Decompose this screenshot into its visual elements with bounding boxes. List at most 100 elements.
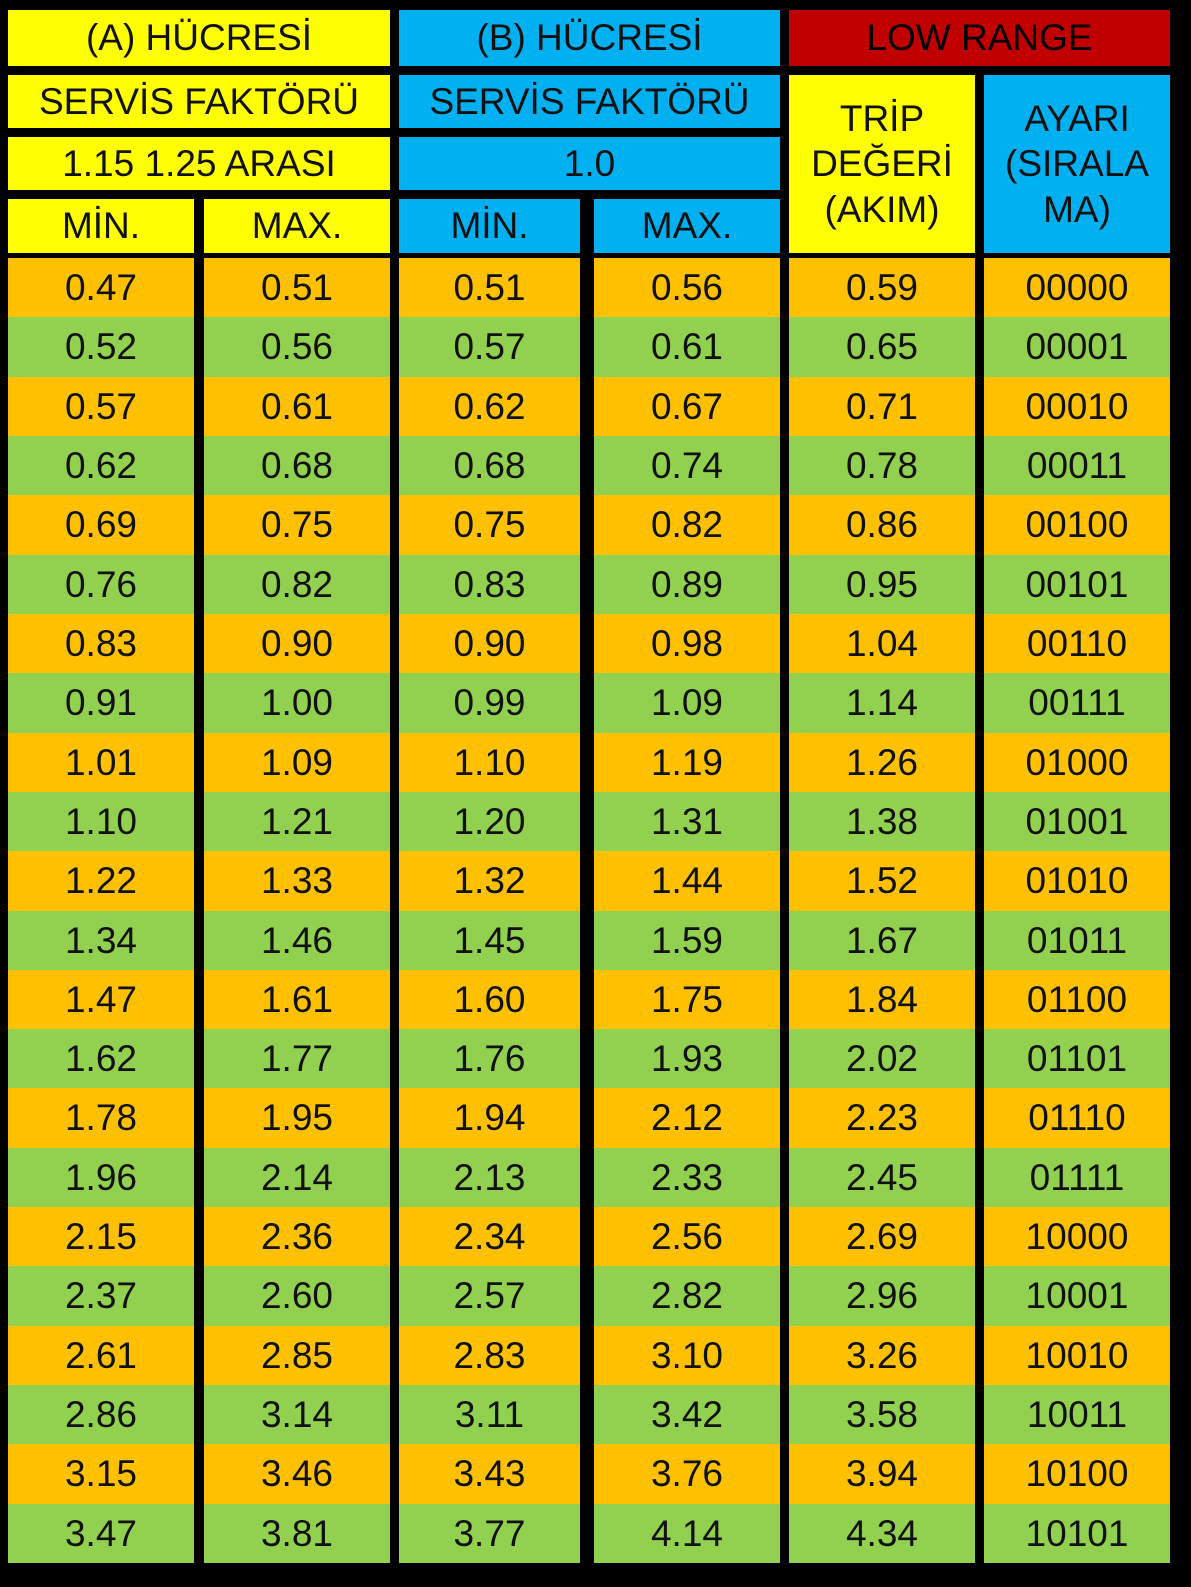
cell-b-max-value: 1.93 xyxy=(594,1029,780,1088)
cell-a-min-value: 0.57 xyxy=(8,377,194,436)
cell-a-max-value: 1.95 xyxy=(204,1088,390,1148)
trip-value-value: 3.26 xyxy=(789,1326,975,1385)
cell-b-min-value: 1.76 xyxy=(399,1029,580,1088)
cell-b-service-factor-label: SERVİS FAKTÖRÜ xyxy=(399,75,780,128)
cell-b-max-value: 4.14 xyxy=(594,1504,780,1563)
cell-a-service-factor-label: SERVİS FAKTÖRÜ xyxy=(8,75,390,128)
cell-a-min-value: 1.78 xyxy=(8,1088,194,1148)
cell-a-min-value: 1.01 xyxy=(8,733,194,792)
cell-a-max-value: 1.33 xyxy=(204,851,390,911)
cell-b-max-value: 2.33 xyxy=(594,1148,780,1207)
cell-b-max-value: 1.59 xyxy=(594,911,780,970)
setting-code-value: 00101 xyxy=(984,555,1170,614)
cell-b-max-header: MAX. xyxy=(594,199,780,253)
cell-b-min-value: 1.32 xyxy=(399,851,580,911)
cell-a-min-value: 0.76 xyxy=(8,555,194,614)
trip-value-value: 1.52 xyxy=(789,851,975,911)
cell-b-min-value: 3.11 xyxy=(399,1385,580,1444)
cell-b-max-value: 1.44 xyxy=(594,851,780,911)
cell-a-max-value: 1.46 xyxy=(204,911,390,970)
cell-a-max-value: 2.36 xyxy=(204,1207,390,1266)
cell-b-min-value: 3.77 xyxy=(399,1504,580,1563)
cell-a-title: (A) HÜCRESİ xyxy=(8,10,390,66)
trip-value-header-line: (AKIM) xyxy=(824,188,940,230)
cell-a-min-value: 3.47 xyxy=(8,1504,194,1563)
cell-b-min-value: 0.99 xyxy=(399,673,580,733)
cell-b-max-value: 3.76 xyxy=(594,1444,780,1504)
cell-b-min-value: 1.45 xyxy=(399,911,580,970)
trip-value-value: 2.96 xyxy=(789,1266,975,1326)
cell-b-min-header: MİN. xyxy=(399,199,580,253)
cell-b-min-value: 0.51 xyxy=(399,258,580,317)
low-range-title: LOW RANGE xyxy=(789,10,1170,66)
cell-a-max-value: 2.14 xyxy=(204,1148,390,1207)
cell-b-min-value: 1.94 xyxy=(399,1088,580,1148)
trip-value-header-line: DEĞERİ xyxy=(811,143,953,185)
cell-a-max-value: 1.21 xyxy=(204,792,390,851)
setting-code-value: 00011 xyxy=(984,436,1170,495)
trip-value-value: 2.69 xyxy=(789,1207,975,1266)
cell-b-max-value: 3.42 xyxy=(594,1385,780,1444)
trip-value-value: 1.84 xyxy=(789,970,975,1029)
cell-b-min-value: 3.43 xyxy=(399,1444,580,1504)
setting-code-value: 01001 xyxy=(984,792,1170,851)
cell-a-min-value: 0.83 xyxy=(8,614,194,673)
setting-code-value: 00111 xyxy=(984,673,1170,733)
cell-b-min-value: 1.20 xyxy=(399,792,580,851)
trip-value-value: 1.26 xyxy=(789,733,975,792)
setting-code-value: 01100 xyxy=(984,970,1170,1029)
cell-a-max-value: 3.14 xyxy=(204,1385,390,1444)
setting-code-value: 00000 xyxy=(984,258,1170,317)
setting-header-line: MA) xyxy=(1043,188,1111,230)
cell-b-max-value: 1.09 xyxy=(594,673,780,733)
cell-a-min-value: 1.22 xyxy=(8,851,194,911)
cell-b-min-value: 1.10 xyxy=(399,733,580,792)
cell-b-max-value: 0.61 xyxy=(594,317,780,377)
cell-a-min-value: 1.47 xyxy=(8,970,194,1029)
trip-value-header: TRİP DEĞERİ (AKIM) xyxy=(789,75,975,253)
trip-value-value: 1.04 xyxy=(789,614,975,673)
cell-a-max-value: 2.60 xyxy=(204,1266,390,1326)
cell-a-max-value: 3.46 xyxy=(204,1444,390,1504)
cell-a-service-factor-value: 1.15 1.25 ARASI xyxy=(8,137,390,190)
cell-a-min-value: 0.62 xyxy=(8,436,194,495)
trip-value-value: 1.67 xyxy=(789,911,975,970)
cell-b-min-value: 2.34 xyxy=(399,1207,580,1266)
cell-b-max-value: 2.12 xyxy=(594,1088,780,1148)
cell-b-min-value: 2.57 xyxy=(399,1266,580,1326)
cell-b-max-value: 0.56 xyxy=(594,258,780,317)
trip-value-value: 0.78 xyxy=(789,436,975,495)
cell-a-max-value: 3.81 xyxy=(204,1504,390,1563)
cell-a-min-header: MİN. xyxy=(8,199,194,253)
cell-a-min-value: 2.15 xyxy=(8,1207,194,1266)
trip-value-value: 4.34 xyxy=(789,1504,975,1563)
setting-code-value: 10000 xyxy=(984,1207,1170,1266)
trip-value-value: 0.95 xyxy=(789,555,975,614)
cell-a-min-value: 0.47 xyxy=(8,258,194,317)
trip-value-value: 3.58 xyxy=(789,1385,975,1444)
setting-code-value: 10001 xyxy=(984,1266,1170,1326)
cell-b-min-value: 0.57 xyxy=(399,317,580,377)
setting-code-value: 10101 xyxy=(984,1504,1170,1563)
setting-header-line: (SIRALA xyxy=(1005,143,1149,185)
setting-code-value: 10100 xyxy=(984,1444,1170,1504)
trip-value-value: 0.65 xyxy=(789,317,975,377)
setting-code-value: 01000 xyxy=(984,733,1170,792)
cell-b-max-value: 1.19 xyxy=(594,733,780,792)
trip-value-value: 0.71 xyxy=(789,377,975,436)
cell-a-max-value: 1.77 xyxy=(204,1029,390,1088)
setting-code-value: 00100 xyxy=(984,495,1170,555)
cell-b-service-factor-value: 1.0 xyxy=(399,137,780,190)
cell-a-min-value: 1.62 xyxy=(8,1029,194,1088)
cell-a-min-value: 2.37 xyxy=(8,1266,194,1326)
cell-b-max-value: 2.82 xyxy=(594,1266,780,1326)
cell-b-max-value: 0.67 xyxy=(594,377,780,436)
cell-b-min-value: 2.13 xyxy=(399,1148,580,1207)
cell-b-min-value: 0.75 xyxy=(399,495,580,555)
cell-b-min-value: 0.68 xyxy=(399,436,580,495)
cell-a-max-value: 1.61 xyxy=(204,970,390,1029)
cell-b-min-value: 0.62 xyxy=(399,377,580,436)
trip-value-value: 0.59 xyxy=(789,258,975,317)
cell-a-max-value: 0.90 xyxy=(204,614,390,673)
